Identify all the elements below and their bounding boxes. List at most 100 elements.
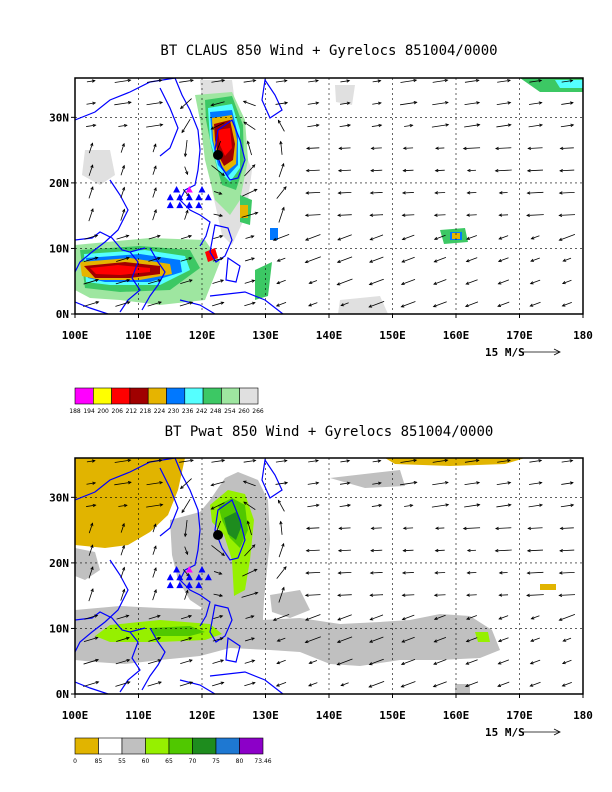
wind-vector-head [433,593,438,597]
wind-vector-head [526,593,530,597]
wind-vector [306,191,321,194]
wind-vector-head [153,165,157,170]
wind-vector-head [272,237,277,241]
wind-vector-head [562,638,567,642]
wind-vector-head [409,123,414,128]
wind-vector-head [530,638,534,642]
wind-vector-head [283,459,288,463]
wind-vector-head [377,101,382,105]
wind-vector-head [190,458,194,463]
wind-vector-head [369,191,374,195]
wind-vector-head [95,658,100,663]
wind-vector [152,187,157,198]
wind-vector-head [434,548,439,553]
panel2-title: BT Pwat 850 Wind + Gyrelocs 851004/0000 [165,424,494,440]
colorbar-swatch [129,387,149,405]
wind-vector [464,459,479,463]
wind-vector-head [466,571,471,575]
wind-vector [146,459,162,463]
wind-vector [278,207,285,223]
wind-vector-head [126,301,131,305]
wind-vector [308,682,318,687]
wind-vector-head [308,303,312,307]
wind-vector-head [495,146,499,151]
wind-vector [401,636,415,643]
wind-vector [86,504,96,507]
colorbar-label: 85 [95,758,103,765]
x-tick-label: 150E [379,709,406,722]
wind-vector-head [281,206,285,211]
wind-vector-head [369,617,374,621]
wind-vector-head [221,552,225,556]
colorbar-label: 206 [112,408,124,415]
colorbar-label: 266 [252,408,264,415]
wind-vector [372,80,381,83]
wind-vector-head [90,522,94,527]
wind-vector [179,79,194,83]
wind-vector-head [401,213,406,217]
wind-vector [184,139,188,157]
wind-vector-head [95,680,100,685]
wind-vector-head [538,101,543,105]
wind-vector [273,614,290,621]
wind-vector-head [188,279,193,283]
wind-vector-head [464,304,469,308]
wind-vector-head [413,481,418,485]
wind-vector [559,571,575,574]
colorbar-label: 212 [126,408,138,415]
wind-vector [432,459,448,463]
wind-vector-head [126,681,131,685]
wind-vector [403,549,414,552]
wind-vector [184,210,189,220]
wind-vector-head [90,544,94,549]
wind-vector-head [466,616,470,620]
wind-vector [83,659,99,665]
wind-vector [244,682,256,687]
wind-vector [86,460,95,463]
wind-vector-head [370,168,374,173]
wind-vector [466,637,478,642]
wind-vector [146,79,162,83]
wind-vector-head [210,506,215,510]
wind-vector-head [219,615,224,619]
wind-vector [147,659,161,665]
wind-vector-head [90,588,94,592]
wind-vector [307,504,319,508]
wind-vector [559,234,576,241]
wind-vector-head [90,164,94,169]
wind-vector [431,124,449,128]
wind-vector [560,147,574,149]
wind-vector-head [466,236,470,240]
wind-vector-head [432,684,437,688]
wind-vector [560,527,574,529]
wind-vector [180,257,192,262]
wind-vector [563,637,572,642]
wind-vector-head [337,213,341,217]
wind-vector [308,80,319,83]
wind-vector [88,523,93,534]
wind-vector-head [530,258,534,262]
wind-vector [120,567,125,579]
wind-vector [184,546,188,555]
wind-vector-head [153,567,157,572]
wind-vector [340,302,349,306]
wind-vector [371,504,382,507]
wind-vector-head [157,659,162,663]
wind-vector-head [284,101,289,105]
wind-vector [559,594,576,596]
wind-vector-head [498,191,503,195]
wind-vector [528,482,542,485]
wind-vector-head [281,162,285,167]
wind-vector-head [153,209,157,213]
wind-vector [497,459,511,463]
wind-vector [465,301,479,307]
wind-vector-head [465,661,470,665]
wind-vector-head [183,533,188,538]
wind-vector-head [188,637,193,641]
wind-vector-head [188,659,193,663]
wind-vector [305,214,321,216]
wind-vector [466,615,477,620]
wind-vector-head [251,257,256,261]
wind-vector-head [561,303,566,307]
colorbar-swatch [74,387,94,405]
